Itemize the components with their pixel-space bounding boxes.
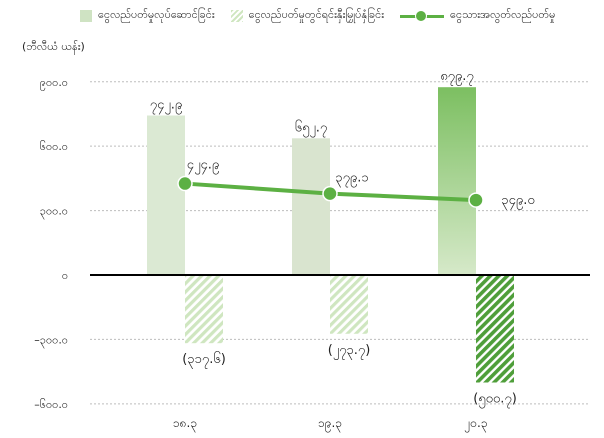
data-label-net: ၃၄၉.၀ xyxy=(501,193,534,210)
legend-label-net: ငွေသားအလွတ်လည်ပတ်မှု xyxy=(450,8,556,21)
chart-legend: ငွေလည်ပတ်မှုလုပ်ဆောင်ခြင်း ငွေလည်ပတ်မှုတ… xyxy=(80,8,555,24)
bar-investment xyxy=(438,87,476,276)
y-tick-label: ၉၀၀.၀ xyxy=(40,76,68,91)
net-line-marker xyxy=(177,175,193,192)
y-tick-label: ၃၀၀.၀ xyxy=(40,205,68,220)
y-tick-label: ၀ xyxy=(62,269,68,282)
y-axis-unit-label: (ဘီလီယံ ယန်း) xyxy=(22,40,85,53)
legend-item-investment: ငွေလည်ပတ်မှုလုပ်ဆောင်ခြင်း xyxy=(80,8,215,24)
legend-label-investment: ငွေလည်ပတ်မှုလုပ်ဆောင်ခြင်း xyxy=(98,8,215,21)
y-tick-label: ၆၀၀.၀ xyxy=(40,140,68,153)
legend-item-outflow: ငွေလည်ပတ်မှုတွင်ရင်းနှီးမြှုပ်နှံခြင်း xyxy=(230,8,384,24)
legend-swatch-investment xyxy=(80,10,92,22)
bars xyxy=(147,87,514,383)
bar-outflow xyxy=(330,275,368,334)
legend-swatch-outflow xyxy=(230,10,243,22)
x-category-label: ၁၉.၃ xyxy=(318,416,342,433)
legend-swatch-line xyxy=(400,10,444,22)
x-category-label: ၁၈.၃ xyxy=(173,416,197,433)
x-category-label: ၂၀.၃ xyxy=(464,416,487,433)
bar-investment xyxy=(147,115,185,276)
y-tick-label: –၃၀၀.၀ xyxy=(34,333,68,348)
bar-investment xyxy=(292,138,330,275)
net-line-marker xyxy=(322,185,338,202)
bar-outflow xyxy=(476,275,514,383)
data-label-net: ၃၇၉.၁ xyxy=(335,171,368,188)
data-label-outflow: (၅၀၀.၇) xyxy=(473,392,517,409)
bar-outflow xyxy=(185,275,223,344)
net-cash-flow-line xyxy=(177,175,484,208)
data-label-outflow: (၂၇၃.၇) xyxy=(328,343,371,360)
legend-label-outflow: ငွေလည်ပတ်မှုတွင်ရင်းနှီးမြှုပ်နှံခြင်း xyxy=(248,8,384,21)
y-tick-label: –၆၀၀.၀ xyxy=(34,398,68,411)
data-label-investment: ၈၇၉.၇ xyxy=(440,69,474,86)
data-label-outflow: (၃၁၇.၆) xyxy=(182,351,226,369)
data-label-investment: ၇၄၂.၉ xyxy=(150,97,182,114)
data-label-net: ၄၂၄.၉ xyxy=(187,158,219,175)
data-label-investment: ၆၅၂.၇ xyxy=(295,119,327,137)
legend-item-net: ငွေသားအလွတ်လည်ပတ်မှု xyxy=(400,8,555,24)
net-line-marker xyxy=(468,192,484,208)
